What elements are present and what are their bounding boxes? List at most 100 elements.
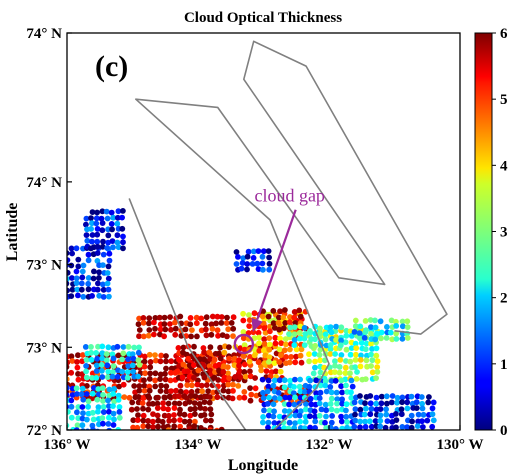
cot-point	[201, 427, 208, 430]
cot-point	[322, 419, 328, 426]
cot-point	[357, 323, 364, 330]
cot-point	[231, 355, 238, 362]
cot-point	[377, 417, 384, 424]
cot-point	[215, 332, 221, 339]
cot-point	[145, 423, 152, 430]
cot-point	[404, 424, 410, 430]
cot-point	[107, 468, 113, 474]
cot-point	[206, 363, 213, 369]
cot-point	[275, 319, 282, 326]
cot-point	[150, 400, 156, 407]
cot-point	[296, 400, 303, 407]
cot-point	[252, 385, 259, 392]
cot-point	[420, 411, 427, 418]
cot-point	[67, 257, 71, 263]
cot-point	[316, 395, 323, 402]
cot-point	[353, 345, 360, 351]
cot-point	[291, 324, 298, 330]
cot-point	[88, 245, 94, 252]
cot-point	[332, 358, 338, 365]
cot-point	[201, 374, 208, 381]
cot-point	[229, 395, 236, 402]
cot-point	[267, 328, 273, 335]
cot-point	[368, 330, 374, 337]
cot-point	[338, 337, 344, 344]
cot-point	[79, 404, 86, 410]
cot-point	[399, 424, 406, 430]
cot-point	[207, 427, 213, 430]
cot-point	[106, 386, 113, 393]
cot-point	[79, 268, 86, 275]
cot-point	[106, 257, 113, 264]
cot-point	[239, 260, 246, 266]
cot-point	[163, 365, 169, 372]
cot-point	[413, 405, 420, 411]
cot-point	[94, 238, 101, 245]
cot-point	[241, 346, 248, 353]
cot-point	[280, 314, 287, 321]
cot-point	[293, 346, 300, 353]
cot-point	[197, 405, 204, 411]
cot-point	[398, 406, 405, 413]
cot-point	[336, 364, 343, 370]
cot-point	[121, 394, 128, 400]
cot-point	[286, 319, 293, 325]
cot-point	[104, 374, 111, 380]
cot-point	[378, 400, 385, 407]
cot-point	[120, 208, 126, 214]
cot-point	[255, 266, 262, 272]
cot-point	[338, 324, 345, 331]
cot-point	[374, 364, 381, 370]
cot-point	[152, 383, 159, 390]
cot-point	[116, 383, 122, 390]
cot-point	[141, 387, 148, 394]
cloud-gap-marker	[233, 333, 255, 355]
cot-point	[172, 331, 179, 338]
cot-point	[176, 400, 183, 407]
cot-point	[191, 362, 197, 368]
cot-point	[218, 320, 225, 326]
cot-point	[99, 350, 106, 357]
cot-point	[197, 356, 203, 363]
cot-point	[176, 393, 182, 400]
cot-point	[140, 319, 147, 326]
cot-point	[167, 377, 174, 384]
cot-point	[246, 358, 253, 365]
cot-point	[317, 369, 324, 376]
cot-point	[111, 398, 118, 405]
cot-point	[318, 406, 325, 413]
cot-point	[83, 221, 89, 228]
cot-point	[409, 448, 415, 454]
cot-point	[74, 364, 81, 371]
cot-point	[115, 208, 122, 215]
cot-point	[230, 333, 236, 339]
cot-point	[67, 391, 70, 398]
cot-point	[266, 354, 273, 360]
cot-point	[111, 386, 117, 392]
cot-point	[191, 426, 197, 430]
cot-point	[226, 375, 233, 381]
cot-point	[378, 393, 385, 400]
cot-point	[260, 248, 267, 255]
cot-point	[165, 455, 171, 461]
cot-point	[343, 407, 349, 414]
cot-point	[369, 369, 376, 376]
cot-point	[104, 280, 111, 287]
cot-point	[105, 397, 111, 404]
cot-point	[94, 243, 101, 250]
cot-point	[120, 381, 127, 388]
cot-point	[156, 433, 162, 439]
cot-point	[185, 469, 191, 474]
cot-point	[378, 442, 384, 448]
cot-point	[424, 449, 430, 455]
cot-point	[372, 448, 378, 454]
cot-point	[339, 389, 345, 396]
cot-point	[415, 448, 421, 454]
cot-point	[104, 362, 111, 369]
cot-point	[333, 323, 339, 330]
cot-point	[398, 411, 405, 418]
cot-point	[419, 405, 426, 412]
cot-point	[266, 335, 273, 341]
cot-point	[134, 406, 140, 412]
cot-point	[384, 418, 391, 424]
